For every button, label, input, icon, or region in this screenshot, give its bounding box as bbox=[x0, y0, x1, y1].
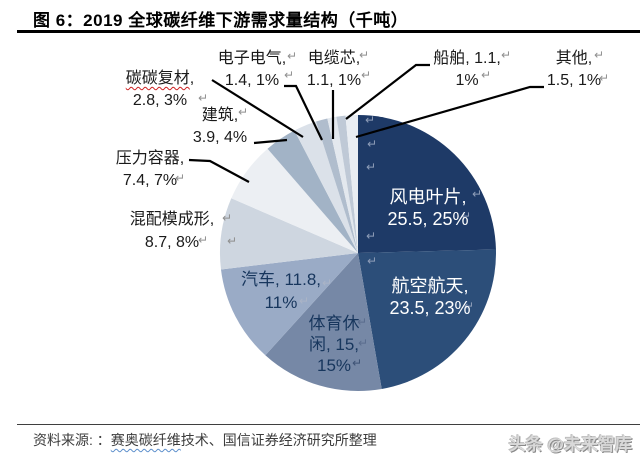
leader-line-electronics bbox=[284, 84, 323, 141]
pie-slice-pressure-vessel bbox=[231, 148, 358, 253]
pie-slice-molding-compound bbox=[220, 198, 358, 270]
pie-slice-ship bbox=[336, 115, 358, 253]
title-divider bbox=[17, 30, 640, 33]
source-wavy-text: 赛奥碳纤维 bbox=[110, 432, 181, 448]
chart-label-automotive: 汽车, 11.8, 11% bbox=[241, 270, 321, 312]
pie-slice-cable-core bbox=[327, 116, 358, 254]
pie-slice-carbon-carbon bbox=[294, 121, 358, 253]
watermark-toutiao: 头条 @未来智库 bbox=[508, 435, 632, 454]
chart-label-aerospace: 航空航天, 23.5, 23% bbox=[389, 276, 471, 318]
leader-line-construction bbox=[253, 138, 288, 145]
pie-slice-other bbox=[345, 115, 358, 253]
pie-slice-aerospace bbox=[358, 249, 496, 389]
chart-label-wind-blade: 风电叶片, 25.5, 25% bbox=[387, 187, 469, 229]
pie-slice-automotive bbox=[220, 253, 358, 356]
chart-label-other: 其他, 1.5, 1% bbox=[546, 50, 602, 89]
source-prefix: 资料来源: ： bbox=[33, 432, 111, 448]
source-note: 资料来源: ：赛奥碳纤维技术、国信证券经济研究所整理 bbox=[33, 430, 377, 450]
source-rest: 技术、国信证券经济研究所整理 bbox=[180, 432, 377, 448]
chart-label-construction: 建筑, 3.9, 4% bbox=[192, 107, 248, 146]
chart-label-electronics: 电子电气, 1.4, 1% bbox=[217, 50, 287, 89]
pie-slice-electronics bbox=[316, 118, 358, 253]
chart-label-cable-core: 电缆芯, 1.1, 1% bbox=[306, 50, 362, 89]
pie-slice-construction bbox=[267, 130, 358, 253]
pie-slice-wind-blade bbox=[358, 115, 496, 253]
footer-divider bbox=[17, 424, 640, 425]
leader-line-pressure-vessel bbox=[188, 158, 250, 183]
leader-line-ship bbox=[345, 63, 430, 120]
chart-label-carbon-carbon: 碳碳复材, 2.8, 3% bbox=[125, 70, 195, 109]
chart-label-pressure-vessel: 压力容器, 7.4, 7% bbox=[115, 150, 185, 189]
leader-line-other bbox=[355, 85, 544, 139]
leader-line-carbon-carbon bbox=[211, 79, 304, 138]
figure-title: 图 6：2019 全球碳纤维下游需求量结构（千吨） bbox=[33, 11, 409, 30]
chart-label-molding-compound: 混配模成形, 8.7, 8% bbox=[129, 211, 215, 251]
chart-label-sports-leisure: 体育休 闲, 15, 15% bbox=[308, 314, 360, 375]
pie-slice-sports-leisure bbox=[265, 253, 382, 392]
chart-label-ship: 船舶, 1.1, 1% bbox=[433, 50, 501, 89]
